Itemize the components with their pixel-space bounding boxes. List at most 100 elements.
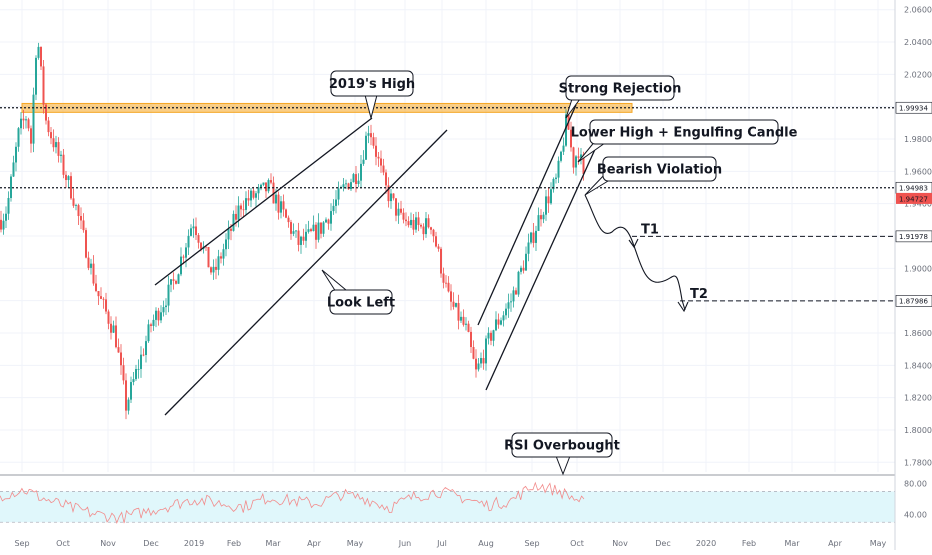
projection-path	[584, 194, 686, 311]
x-tick-label: 2020	[696, 539, 716, 548]
candle-body	[225, 239, 227, 250]
candle-body	[560, 151, 562, 161]
price-tag-top: 1.99934	[899, 104, 928, 112]
candle-body	[430, 227, 432, 230]
candle-body	[47, 120, 50, 133]
candle-body	[470, 331, 472, 348]
candle-body	[580, 154, 582, 158]
candle-body	[547, 196, 550, 204]
candle-body	[447, 282, 450, 292]
projection-arrow-t2	[677, 301, 689, 313]
callout-lower-high-box	[589, 119, 779, 145]
candle-body	[537, 215, 540, 231]
candle-body	[12, 162, 15, 177]
candle-body	[457, 303, 460, 321]
candle-body	[150, 324, 152, 326]
candle-body	[557, 160, 560, 178]
candle-body	[155, 310, 157, 320]
candle-body	[287, 217, 290, 223]
candle-body	[0, 219, 2, 230]
candle-body	[362, 159, 365, 164]
candle-body	[502, 315, 505, 321]
candle-body	[127, 399, 130, 411]
candle-body	[117, 347, 120, 353]
candle-body	[462, 316, 465, 325]
target-label-t1: T1	[641, 222, 659, 237]
y-tick-label: 1.78000	[904, 458, 932, 467]
candle-body	[492, 330, 495, 341]
candle-body	[367, 133, 370, 136]
candle-body	[510, 301, 512, 303]
candle-body	[582, 154, 585, 175]
candle-body	[62, 154, 65, 175]
candle-body	[152, 319, 155, 326]
candle-body	[565, 114, 567, 146]
candle-body	[125, 380, 127, 411]
candle-body	[397, 208, 400, 216]
candle-body	[22, 118, 25, 121]
candle-body	[217, 256, 220, 270]
candle-body	[577, 156, 580, 158]
candle-body	[495, 319, 497, 331]
candle-body	[260, 184, 262, 188]
y-tick-label: 1.94000	[904, 200, 932, 209]
candle-body	[172, 279, 175, 281]
candle-body	[130, 382, 132, 400]
candle-body	[302, 236, 305, 241]
callout-look-left-box	[329, 289, 393, 315]
candle-body	[472, 347, 475, 359]
candle-body	[370, 133, 372, 138]
callout-layer: 2019's High Strong Rejection Lower High + …	[321, 70, 798, 476]
candle-body	[407, 221, 410, 226]
x-tick-label: Apr	[307, 539, 322, 548]
candle-body	[222, 249, 225, 259]
candle-body	[520, 267, 522, 272]
candle-body	[92, 263, 95, 284]
candle-body	[342, 184, 345, 188]
callout-2019s-high-text: 2019's High	[329, 77, 415, 92]
candle-body	[485, 338, 487, 364]
callout-rsi-overbought-box	[511, 432, 613, 458]
candle-body	[460, 316, 462, 321]
candle-body	[552, 178, 555, 190]
candle-body	[187, 235, 190, 248]
candle-body	[385, 172, 387, 186]
candle-body	[320, 222, 322, 234]
price-tag-t2-bg	[895, 295, 932, 307]
candle-body	[540, 215, 542, 220]
x-tick-label: Feb	[227, 539, 241, 548]
candle-body	[175, 280, 177, 284]
candle-body	[162, 307, 165, 313]
candle-body	[232, 213, 235, 231]
candle-body	[550, 189, 552, 204]
candle-body	[67, 176, 70, 181]
current-price-tag: 1.94727	[899, 195, 928, 203]
candle-body	[562, 145, 565, 152]
callout-strong-rejection-text: Strong Rejection	[559, 82, 682, 97]
candle-body	[37, 46, 40, 58]
candle-body	[32, 94, 35, 144]
candle-body	[275, 194, 277, 204]
x-tick-label: Nov	[612, 539, 628, 548]
y-tick-label: 1.82000	[904, 394, 932, 403]
candle-body	[90, 263, 92, 268]
candle-body	[395, 198, 397, 216]
x-tick-label: Apr	[828, 539, 843, 548]
x-tick-label: Dec	[655, 539, 670, 548]
x-tick-label: Mar	[265, 539, 281, 548]
candle-body	[255, 193, 257, 198]
candle-body	[142, 354, 145, 356]
candle-body	[352, 174, 355, 183]
x-tick-label: May	[870, 539, 887, 548]
callout-look-left-text: Look Left	[327, 296, 395, 311]
candle-body	[337, 188, 340, 200]
candle-body	[507, 302, 510, 309]
candle-body	[400, 208, 402, 213]
candle-body	[82, 220, 85, 231]
candle-body	[532, 232, 535, 243]
candle-body	[315, 224, 317, 240]
candle-body	[327, 219, 330, 224]
candle-body	[250, 190, 252, 201]
candle-body	[55, 142, 57, 148]
candle-body	[207, 247, 210, 268]
